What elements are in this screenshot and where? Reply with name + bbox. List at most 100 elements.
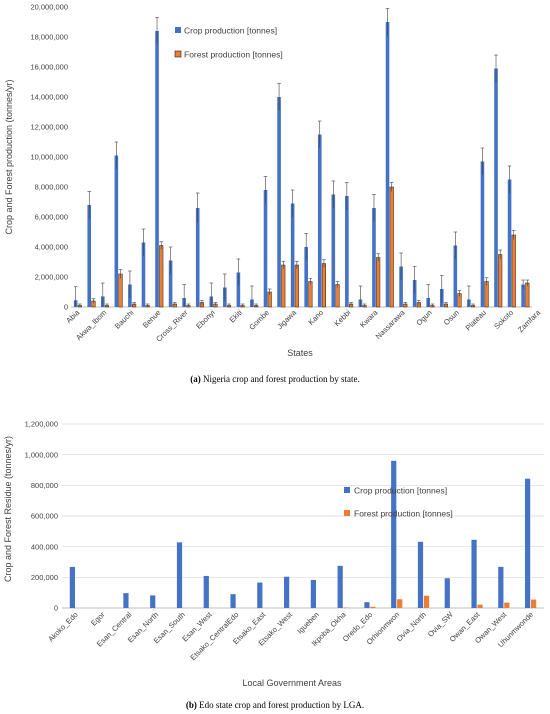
chart-a-bar-forest [525,282,530,308]
chart-a-bar-forest [335,284,340,308]
chart-b-bar-crop [176,542,183,608]
chart-a-y-tick-label: 0 [64,303,68,312]
chart-b-bar-forest [477,604,483,608]
chart-a-x-tick-label: Ogun [414,308,433,327]
chart-a-x-tick-label: Nassarawa [374,307,407,340]
legend-b-label-crop: Crop production [tonnes] [354,486,447,496]
chart-b-x-axis-title: Local Government Areas [242,678,342,688]
chart-a-x-tick-label: Kwara [358,307,380,329]
chart-a-bar-forest [484,281,489,308]
legend-b-swatch-forest [344,510,350,516]
chart-a-bar-crop [290,203,295,307]
chart-a-bar-crop [507,179,512,307]
chart-a-y-tick-label: 18,000,000 [30,33,68,42]
legend-swatch-crop [175,27,181,33]
chart-a-bar-forest [376,257,381,308]
chart-a: 0 2,000,000 4,000,000 6,000,000 8,000,000 10,… [4,3,543,384]
chart-b-bar-crop [257,582,263,608]
chart-b-bar-crop [498,566,504,608]
chart-a-bars [73,8,530,308]
chart-a-x-tick-label: Kano [306,308,325,327]
chart-b-bar-crop [364,602,370,608]
chart-b: 0 200,000 400,000 600,000 800,000 1,000,000 1,… [3,420,544,710]
chart-a-y-tick-label: 2,000,000 [35,273,68,282]
chart-a-x-tick-label: Jigawa [275,307,298,330]
chart-b-bar-crop [284,576,290,608]
chart-b-y-ticks: 0 200,000 400,000 600,000 800,000 1,000,000 1,… [25,420,58,613]
legend-b-swatch-crop [344,487,350,493]
chart-a-y-tick-label: 16,000,000 [30,63,68,72]
chart-a-bar-forest [118,273,123,308]
chart-b-bar-crop [123,593,129,608]
chart-a-bar-crop [141,242,146,307]
chart-a-x-tick-label: Benue [141,308,163,330]
chart-a-y-tick-label: 20,000,000 [30,3,68,12]
chart-b-x-tick-label: Etsako_CentralEdo [188,610,240,662]
chart-a-bar-crop [236,272,241,307]
chart-a-x-axis-title: States [287,348,313,358]
chart-b-bar-crop [310,579,316,608]
chart-a-legend: Crop production [tonnes] Forest producti… [174,26,283,60]
legend-label-crop: Crop production [tonnes] [184,26,277,36]
chart-b-x-ticks: Akoko_Edo EgorEsan_CentralEsan_NorthEsan_… [46,609,535,662]
chart-a-bar-crop [114,155,119,307]
chart-a-y-tick-label: 10,000,000 [30,153,68,162]
chart-a-bar-forest [294,264,299,308]
chart-a-bar-forest [321,263,326,308]
caption-a: (a) Nigeria crop and forest production b… [190,374,359,384]
chart-b-y-tick-label: 1,000,000 [25,450,58,459]
chart-a-y-axis-title: Crop and Forest production (tonnes/yr) [4,79,14,234]
chart-b-gridlines [62,423,544,578]
chart-b-bar-forest [423,595,430,608]
chart-a-y-tick-label: 14,000,000 [30,93,68,102]
legend-swatch-forest [174,50,182,58]
chart-b-y-tick-label: 1,200,000 [25,420,58,429]
chart-b-x-tick-label: Igueben [295,610,321,636]
chart-b-bar-crop [471,539,477,608]
chart-a-bar-crop [385,22,390,307]
chart-a-x-tick-label: Kebbi [332,308,352,328]
chart-a-bar-crop [372,208,376,307]
chart-b-bar-crop [444,578,450,608]
chart-a-bar-forest [511,234,516,308]
chart-a-bar-crop [277,97,281,307]
chart-b-y-tick-label: 200,000 [31,573,58,582]
chart-b-bar-crop [391,460,397,608]
chart-a-y-tick-label: 6,000,000 [35,213,68,222]
chart-b-bar-forest [504,602,510,608]
chart-a-x-tick-label: Ekiti [228,308,245,325]
chart-a-bar-crop [195,208,200,307]
chart-b-x-tick-label: Akoko_Edo [46,610,79,643]
chart-b-bar-forest [370,606,376,608]
chart-b-bar-crop [230,594,236,608]
chart-a-x-tick-label: Gombe [247,308,271,332]
chart-a-bar-crop [304,247,308,307]
chart-b-legend: Crop production [tonnes] Forest producti… [344,486,453,519]
chart-a-bar-forest [308,281,313,308]
chart-b-bar-crop [150,595,156,608]
chart-b-bar-forest [531,599,537,608]
chart-a-bar-crop [168,260,173,307]
chart-a-y-ticks: 0 2,000,000 4,000,000 6,000,000 8,000,000 10,… [30,3,68,312]
chart-b-bar-crop [417,541,424,608]
chart-a-y-tick-label: 8,000,000 [35,183,68,192]
chart-a-bar-forest [159,245,164,308]
chart-b-y-tick-label: 600,000 [31,512,58,521]
chart-b-bar-crop [69,566,75,608]
chart-a-x-tick-label: Zamfara [516,307,543,334]
chart-b-bar-forest [397,599,403,608]
chart-a-y-tick-label: 4,000,000 [35,243,68,252]
caption-b: (b) Edo state crop and forest production… [186,700,364,710]
chart-a-bar-crop [453,245,458,307]
chart-a-x-tick-label: Sokoto [492,308,515,331]
chart-b-y-tick-label: 800,000 [31,481,58,490]
chart-b-y-tick-label: 0 [54,604,58,613]
chart-a-bar-crop [399,266,403,307]
chart-a-x-tick-label: Osun [442,308,461,327]
chart-a-x-tick-label: Ebonyi [194,308,217,331]
legend-label-forest: Forest production [tonnes] [184,50,283,60]
chart-a-bar-crop [87,205,92,307]
chart-a-bar-forest [389,186,394,308]
